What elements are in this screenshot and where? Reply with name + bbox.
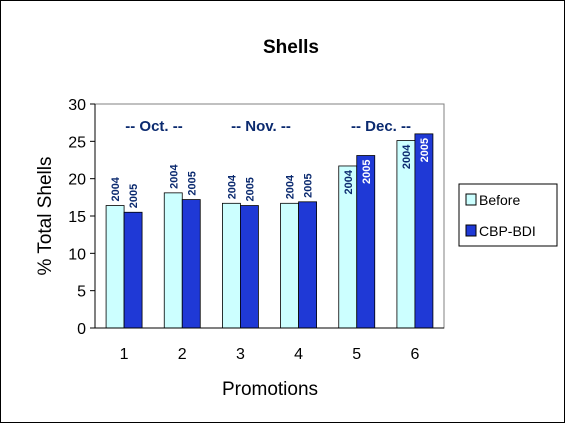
y-axis-title: % Total Shells (35, 157, 56, 276)
x-tick-label-5: 5 (352, 346, 361, 363)
x-axis-title: Promotions (222, 379, 318, 400)
axis-layer: 1 2 3 4 5 6 0 5 10 15 20 25 30 (68, 97, 444, 363)
legend-label-cbp-bdi: CBP-BDI (479, 223, 536, 239)
bar-label-cbp-bdi-3: 2005 (244, 177, 256, 201)
bar-cbp-bdi-4 (298, 201, 317, 329)
bar-label-cbp-bdi-6: 2005 (419, 138, 431, 162)
bar-label-before-2: 2004 (168, 164, 180, 189)
chart-title: Shells (263, 37, 319, 58)
y-tick-label-20: 20 (68, 172, 86, 189)
month-label-nov: -- Nov. -- (231, 118, 291, 135)
y-tick-label-5: 5 (77, 284, 86, 301)
bar-cbp-bdi-1 (123, 211, 143, 329)
x-tick-label-4: 4 (294, 346, 303, 363)
legend-swatch-before (465, 193, 477, 206)
plot-area (94, 103, 445, 329)
bar-label-cbp-bdi-4: 2005 (303, 173, 315, 197)
bar-label-cbp-bdi-2: 2005 (186, 171, 198, 195)
x-tick-label-1: 1 (120, 346, 129, 363)
bar-label-before-5: 2004 (343, 169, 355, 194)
bars-layer (105, 133, 434, 329)
bar-label-cbp-bdi-5: 2005 (361, 160, 373, 184)
bar-label-cbp-bdi-1: 2005 (128, 184, 140, 208)
bar-cbp-bdi-3 (240, 205, 259, 329)
bar-label-before-6: 2004 (401, 144, 413, 169)
bar-labels-layer: 2004 2005 2004 2005 2004 2005 2004 2005 2004 2005… (110, 138, 431, 208)
y-tick-label-10: 10 (68, 246, 86, 263)
y-tick-label-0: 0 (77, 321, 86, 338)
bar-label-before-1: 2004 (110, 176, 122, 201)
y-tick-label-30: 30 (68, 97, 86, 114)
bar-label-before-4: 2004 (285, 174, 297, 199)
x-tick-label-2: 2 (178, 346, 187, 363)
y-tick-label-15: 15 (68, 209, 86, 226)
legend-label-before: Before (479, 192, 520, 208)
legend-swatch-cbp-bdi (465, 224, 477, 237)
x-tick-label-6: 6 (410, 346, 419, 363)
month-label-oct: -- Oct. -- (125, 118, 183, 135)
x-tick-label-3: 3 (236, 346, 245, 363)
bar-before-4 (280, 202, 299, 329)
bar-label-before-3: 2004 (226, 174, 238, 199)
month-label-dec: -- Dec. -- (351, 118, 411, 135)
bar-before-1 (105, 205, 125, 329)
bar-cbp-bdi-2 (181, 199, 201, 329)
y-tick-label-25: 25 (68, 134, 86, 151)
legend: Before CBP-BDI (458, 183, 558, 247)
bar-before-2 (163, 192, 183, 329)
bar-before-3 (222, 202, 241, 329)
